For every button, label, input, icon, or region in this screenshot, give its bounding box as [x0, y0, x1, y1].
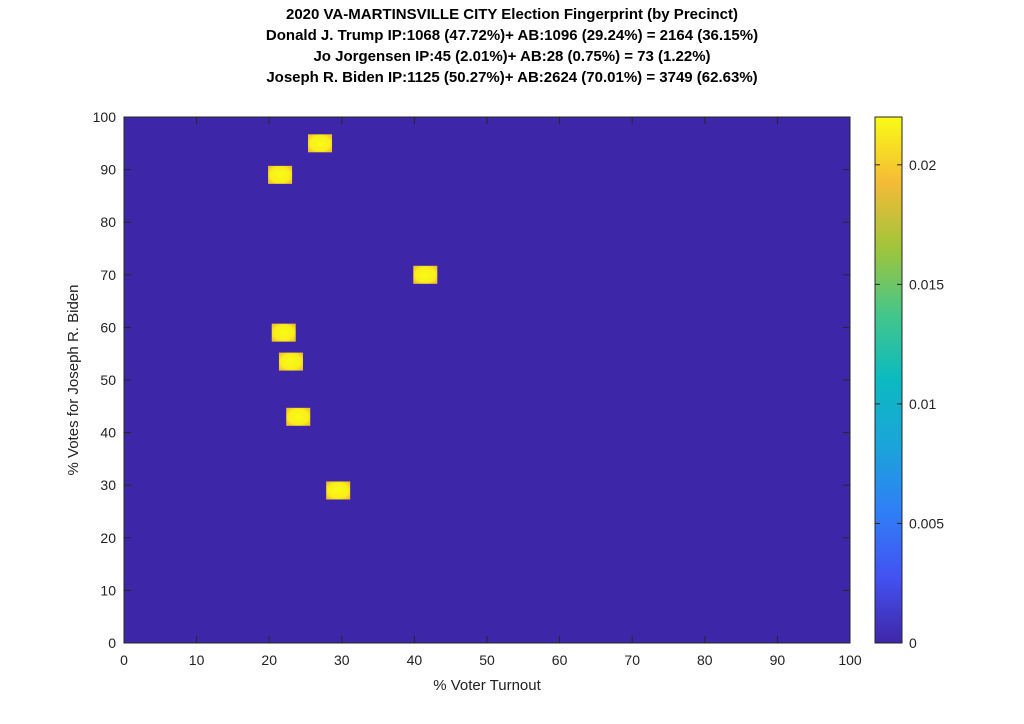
title-line-4: Joseph R. Biden IP:1125 (50.27%)+ AB:262… — [266, 69, 758, 86]
y-tick-label-90: 90 — [100, 162, 116, 178]
heatmap-cell-2 — [268, 165, 293, 184]
heatmap-cell-3 — [413, 265, 438, 284]
y-tick-label-50: 50 — [100, 372, 116, 388]
title-line-3: Jo Jorgensen IP:45 (2.01%)+ AB:28 (0.75%… — [313, 48, 711, 65]
x-tick-label-40: 40 — [407, 652, 423, 668]
chart-title: 2020 VA-MARTINSVILLE CITY Election Finge… — [0, 4, 1024, 88]
y-tick-label-20: 20 — [100, 530, 116, 546]
x-tick-label-90: 90 — [770, 652, 786, 668]
title-line-1: 2020 VA-MARTINSVILLE CITY Election Finge… — [285, 6, 738, 23]
colorbar-tick-label-0.005: 0.005 — [909, 515, 944, 531]
plot-area — [124, 117, 850, 643]
colorbar-tick-label-0.01: 0.01 — [909, 396, 936, 412]
colorbar-tick-label-0.02: 0.02 — [909, 157, 936, 173]
x-tick-label-30: 30 — [334, 652, 350, 668]
y-tick-label-60: 60 — [100, 319, 116, 335]
heatmap-cell-1 — [308, 134, 333, 153]
axes: 0 10 20 30 40 50 60 70 80 90 100 0 10 20 30 40 50 60 70 80 9… — [93, 109, 862, 668]
x-tick-label-100: 100 — [838, 652, 862, 668]
x-tick-label-50: 50 — [479, 652, 495, 668]
heatmap-cell-4 — [271, 323, 296, 342]
y-tick-label-30: 30 — [100, 477, 116, 493]
x-tick-label-60: 60 — [552, 652, 568, 668]
y-axis-label: % Votes for Joseph R. Biden — [65, 285, 82, 476]
x-tick-label-80: 80 — [697, 652, 713, 668]
heatmap-cell-7 — [326, 481, 351, 500]
x-tick-label-0: 0 — [120, 652, 128, 668]
y-tick-label-40: 40 — [100, 425, 116, 441]
colorbar-ticks: 0 0.005 0.01 0.015 0.02 — [875, 157, 944, 651]
heatmap-cell-5 — [278, 352, 303, 371]
colorbar-tick-label-0: 0 — [909, 635, 917, 651]
x-tick-label-20: 20 — [261, 652, 277, 668]
colorbar-tick-label-0.015: 0.015 — [909, 276, 944, 292]
x-tick-label-10: 10 — [189, 652, 205, 668]
x-tick-label-70: 70 — [624, 652, 640, 668]
heatmap-cells — [268, 134, 438, 500]
colorbar — [874, 116, 903, 644]
y-tick-label-0: 0 — [108, 635, 116, 651]
y-tick-label-100: 100 — [93, 109, 117, 125]
heatmap-cell-6 — [286, 407, 311, 426]
title-line-2: Donald J. Trump IP:1068 (47.72%)+ AB:109… — [265, 27, 759, 44]
x-axis-label: % Voter Turnout — [433, 677, 541, 694]
y-tick-label-10: 10 — [100, 582, 116, 598]
y-tick-label-70: 70 — [100, 267, 116, 283]
y-tick-label-80: 80 — [100, 214, 116, 230]
